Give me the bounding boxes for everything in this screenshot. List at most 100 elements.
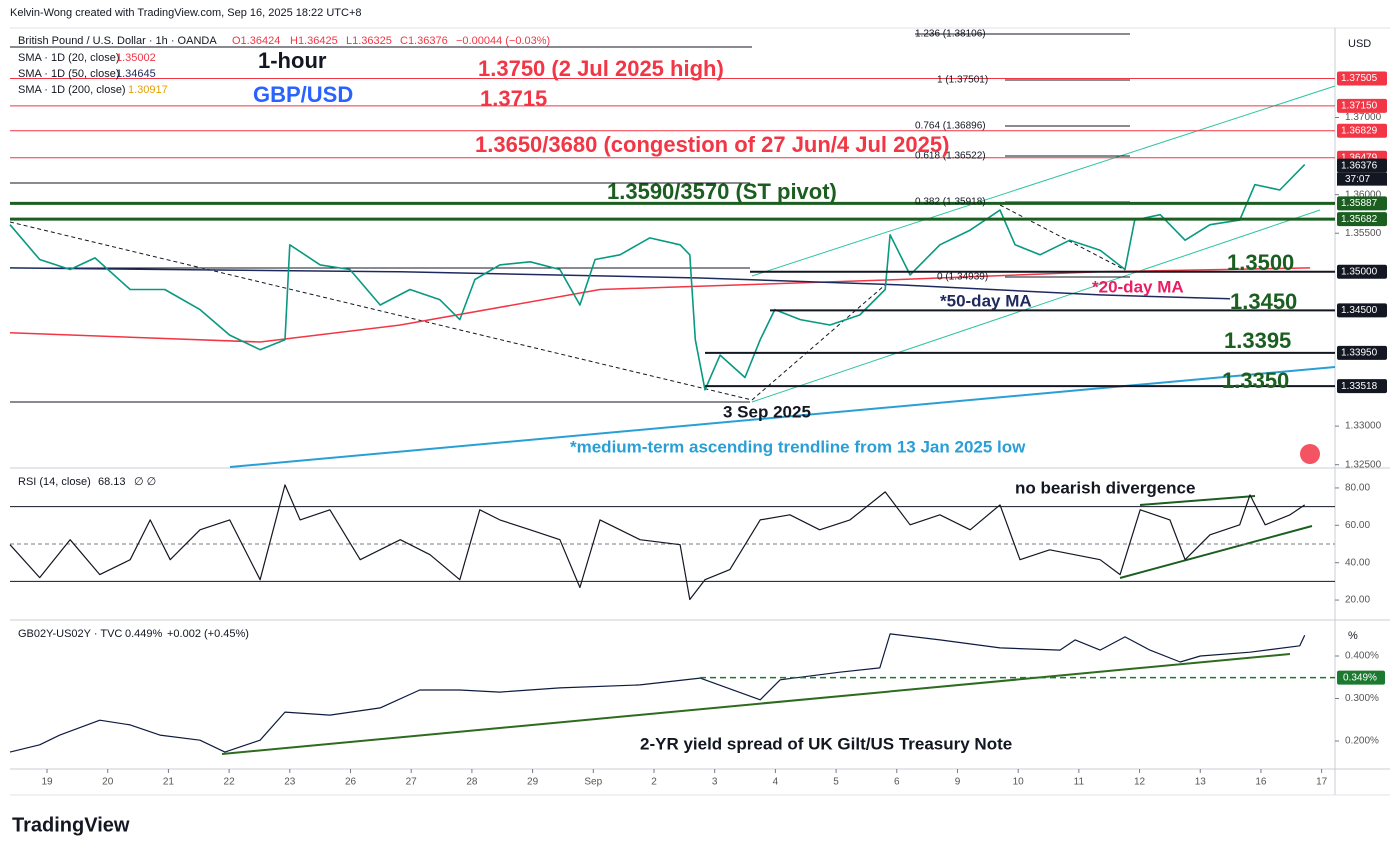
annotation: *50-day MA xyxy=(940,291,1032,310)
y-tick-label: 80.00 xyxy=(1345,483,1370,494)
x-tick-label: 2 xyxy=(651,777,657,788)
x-tick-label: 10 xyxy=(1013,777,1025,788)
trendline xyxy=(229,366,1336,468)
y-tick-label: 1.36000 xyxy=(1345,189,1382,200)
legend-value: 68.13 xyxy=(98,476,126,488)
price-label: 1.36376 xyxy=(1341,160,1378,171)
sma-line xyxy=(9,267,1231,300)
legend-ohlc: −0.00044 (−0.03%) xyxy=(456,35,550,47)
price-label-box xyxy=(1337,196,1387,211)
fib-label: 1 (1.37501) xyxy=(937,75,988,86)
countdown: 37:07 xyxy=(1345,174,1370,185)
annotation: 1.3500 xyxy=(1227,250,1294,275)
rsi-line xyxy=(9,484,1306,601)
y-tick-label: 60.00 xyxy=(1345,520,1370,531)
sma-legend-name: SMA · 1D (50, close) xyxy=(18,68,119,80)
axis-unit: % xyxy=(1348,630,1358,642)
x-tick-label: 29 xyxy=(527,777,539,788)
price-label: 1.35682 xyxy=(1341,214,1378,225)
price-label-box xyxy=(1337,123,1387,138)
annotation: 1.3395 xyxy=(1224,328,1291,353)
annotation: *medium-term ascending trendline from 13… xyxy=(570,437,1026,456)
y-tick-label: 0.200% xyxy=(1345,736,1379,747)
flag-icon xyxy=(1300,444,1320,464)
legend-ohlc: O1.36424 xyxy=(232,35,280,47)
x-tick-label: 16 xyxy=(1255,777,1267,788)
x-tick-label: 12 xyxy=(1134,777,1146,788)
x-tick-label: 23 xyxy=(284,777,296,788)
x-tick-label: 20 xyxy=(102,777,114,788)
price-label-box xyxy=(1337,345,1387,360)
sma-legend-name: SMA · 1D (20, close) xyxy=(18,52,119,64)
x-tick-label: 22 xyxy=(224,777,236,788)
price-label: 1.36829 xyxy=(1341,125,1378,136)
annotation: 1.3750 (2 Jul 2025 high) xyxy=(478,56,724,81)
x-tick-label: 27 xyxy=(406,777,418,788)
trendline xyxy=(9,221,753,401)
x-tick-label: 6 xyxy=(894,777,900,788)
legend-name: GB02Y-US02Y · TVC xyxy=(18,628,122,640)
annotation: 1-hour xyxy=(258,48,327,73)
price-label: 1.35887 xyxy=(1341,198,1378,209)
sma-legend-value: 1.34645 xyxy=(116,68,156,80)
price-label-box xyxy=(1337,379,1387,394)
legend-symbol: British Pound / U.S. Dollar · 1h · OANDA xyxy=(18,35,217,47)
price-label: 1.34500 xyxy=(1341,305,1378,316)
annotation: 1.3350 xyxy=(1222,368,1289,393)
legend-ohlc: L1.36325 xyxy=(346,35,392,47)
axis-unit: USD xyxy=(1348,38,1371,50)
legend-extra: ∅ ∅ xyxy=(134,476,156,488)
logo-text: TradingView xyxy=(12,814,130,836)
y-tick-label: 0.400% xyxy=(1345,651,1379,662)
channel-line xyxy=(751,85,1336,277)
annotation: 1.3715 xyxy=(480,86,547,111)
price-label-box xyxy=(1337,264,1387,279)
price-label-box xyxy=(1337,98,1387,113)
legend-value: 0.449% xyxy=(125,628,163,640)
price-label-box xyxy=(1337,212,1387,227)
channel-line xyxy=(751,209,1321,403)
x-tick-label: 21 xyxy=(163,777,175,788)
fib-label: 0.618 (1.36522) xyxy=(915,151,986,162)
price-label-box xyxy=(1337,158,1387,173)
countdown-box xyxy=(1337,172,1387,186)
sma-legend-value: 1.30917 xyxy=(128,84,168,96)
annotation: GBP/USD xyxy=(253,82,353,107)
annotation: 3 Sep 2025 xyxy=(723,402,811,421)
x-tick-label: 4 xyxy=(773,777,779,788)
rsi-trendline xyxy=(1139,495,1256,506)
price-label: 1.36479 xyxy=(1341,152,1378,163)
fib-label: 1.236 (1.38106) xyxy=(915,29,986,40)
fib-label: 0.764 (1.36896) xyxy=(915,121,986,132)
y-tick-label: 40.00 xyxy=(1345,557,1370,568)
annotation: no bearish divergence xyxy=(1015,478,1195,497)
annotation: 2-YR yield spread of UK Gilt/US Treasury… xyxy=(640,734,1012,753)
y-tick-label: 1.37000 xyxy=(1345,112,1382,123)
sma-legend-name: SMA · 1D (200, close) xyxy=(18,84,126,96)
sma-legend-value: 1.35002 xyxy=(116,52,156,64)
fib-label: 0.382 (1.35918) xyxy=(915,197,986,208)
credit: Kelvin-Wong created with TradingView.com… xyxy=(10,7,362,19)
price-label: 1.35000 xyxy=(1341,266,1378,277)
price-line xyxy=(9,164,1306,391)
y-tick-label: 0.300% xyxy=(1345,693,1379,704)
x-tick-label: 5 xyxy=(833,777,839,788)
y-tick-label: 1.32500 xyxy=(1345,459,1382,470)
annotation: 1.3450 xyxy=(1230,289,1297,314)
annotation: 1.3590/3570 (ST pivot) xyxy=(607,179,837,204)
x-tick-label: Sep xyxy=(584,777,602,788)
x-tick-label: 17 xyxy=(1316,777,1328,788)
y-tick-label: 20.00 xyxy=(1345,595,1370,606)
price-label-box xyxy=(1337,71,1387,86)
marker-box xyxy=(1337,670,1385,685)
x-tick-label: 28 xyxy=(466,777,478,788)
spread-trendline xyxy=(221,653,1291,755)
x-tick-label: 9 xyxy=(955,777,961,788)
x-tick-label: 11 xyxy=(1074,777,1085,788)
x-tick-label: 19 xyxy=(41,777,53,788)
price-label: 1.37505 xyxy=(1341,73,1378,84)
y-tick-label: 1.33000 xyxy=(1345,421,1382,432)
annotation: *20-day MA xyxy=(1092,277,1184,296)
